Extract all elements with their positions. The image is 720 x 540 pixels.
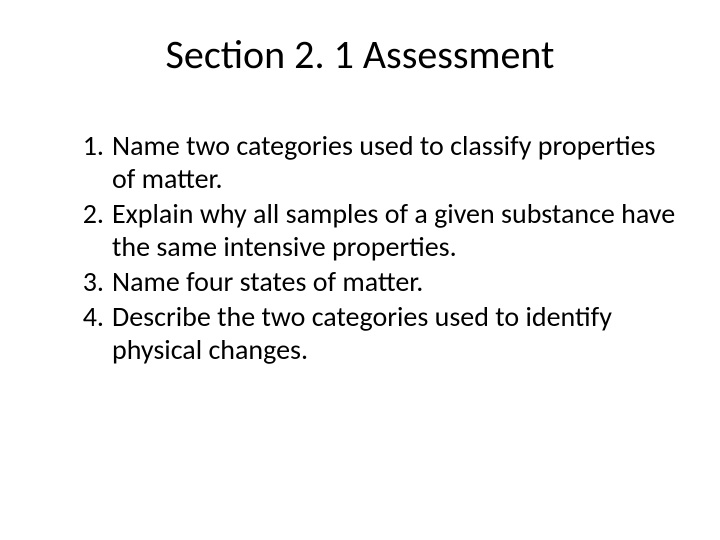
assessment-list: Name two categories used to classify pro… xyxy=(40,129,680,368)
slide: Section 2. 1 Assessment Name two categor… xyxy=(0,0,720,540)
list-item: Describe the two categories used to iden… xyxy=(70,300,680,366)
list-item: Explain why all samples of a given subst… xyxy=(70,197,680,263)
list-item: Name two categories used to classify pro… xyxy=(70,129,680,195)
slide-title: Section 2. 1 Assessment xyxy=(40,30,680,79)
list-item: Name four states of matter. xyxy=(70,265,680,298)
